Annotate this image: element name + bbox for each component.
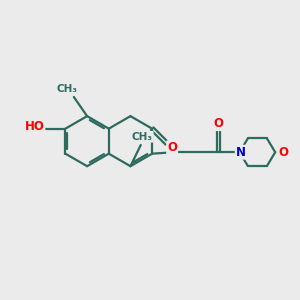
Text: HO: HO bbox=[25, 120, 44, 133]
Text: CH₃: CH₃ bbox=[57, 84, 78, 94]
Text: O: O bbox=[213, 117, 224, 130]
Text: CH₃: CH₃ bbox=[132, 132, 153, 142]
Text: O: O bbox=[278, 146, 288, 159]
Text: N: N bbox=[236, 146, 246, 159]
Text: O: O bbox=[167, 141, 177, 154]
